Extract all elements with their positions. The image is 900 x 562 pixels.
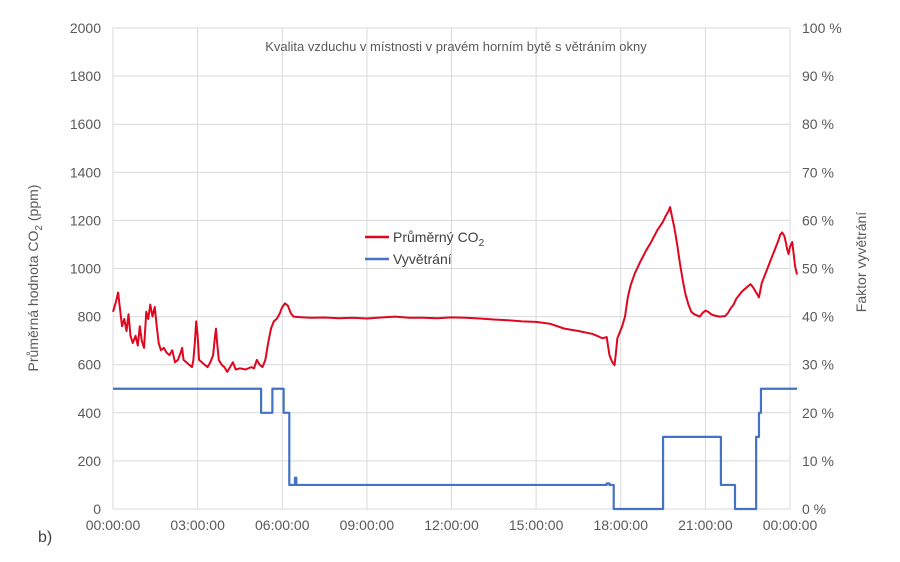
right-tick-label: 0 % [802, 501, 826, 517]
left-tick-label: 200 [78, 453, 102, 469]
series-lines [112, 206, 799, 511]
right-tick-label: 30 % [802, 357, 834, 373]
right-axis-ticks: 0 % 10 % 20 % 30 % 40 % 50 % 60 % 70 % 80 % 90 % 1… [802, 20, 842, 517]
legend: Průměrný CO2 Vyvětrání [365, 229, 485, 267]
left-tick-label: 2000 [70, 20, 101, 36]
left-tick-label: 800 [78, 309, 102, 325]
legend-co2-label: Průměrný CO2 [393, 229, 485, 249]
left-tick-label: 1200 [70, 212, 101, 228]
right-tick-label: 40 % [802, 309, 834, 325]
right-tick-label: 20 % [802, 405, 834, 421]
right-tick-label: 60 % [802, 212, 834, 228]
left-axis-title: Průměrná hodnota CO2 (ppm) [25, 185, 45, 372]
right-tick-label: 100 % [802, 20, 842, 36]
x-tick-label: 00:00:00 [763, 517, 818, 533]
left-tick-label: 400 [78, 405, 102, 421]
left-tick-label: 1800 [70, 68, 101, 84]
series-line-co2 [112, 206, 799, 373]
right-tick-label: 10 % [802, 453, 834, 469]
x-tick-label: 06:00:00 [255, 517, 310, 533]
x-tick-label: 03:00:00 [170, 517, 225, 533]
right-tick-label: 80 % [802, 116, 834, 132]
x-tick-label: 12:00:00 [424, 517, 479, 533]
x-tick-label: 09:00:00 [340, 517, 395, 533]
chart-title: Kvalita vzduchu v místnosti v pravém hor… [265, 39, 647, 54]
left-axis-ticks: 0 200 400 600 800 1000 1200 1400 1600 1800 2000 [70, 20, 101, 517]
series-line-ventilation [113, 387, 798, 511]
right-tick-label: 90 % [802, 68, 834, 84]
left-tick-label: 1600 [70, 116, 101, 132]
right-axis-title: Faktor vyvětrání [853, 212, 869, 312]
right-tick-label: 70 % [802, 164, 834, 180]
legend-ventilation-label: Vyvětrání [393, 251, 452, 267]
right-tick-label: 50 % [802, 261, 834, 277]
x-tick-label: 21:00:00 [678, 517, 733, 533]
left-tick-label: 600 [78, 357, 102, 373]
x-tick-label: 15:00:00 [509, 517, 564, 533]
left-tick-label: 1000 [70, 261, 101, 277]
x-tick-label: 00:00:00 [86, 517, 141, 533]
x-axis-ticks: 00:00:00 03:00:00 06:00:00 09:00:00 12:00:00… [86, 517, 818, 533]
left-tick-label: 1400 [70, 164, 101, 180]
x-tick-label: 18:00:00 [594, 517, 649, 533]
panel-label: b) [38, 529, 52, 546]
left-tick-label: 0 [93, 501, 101, 517]
